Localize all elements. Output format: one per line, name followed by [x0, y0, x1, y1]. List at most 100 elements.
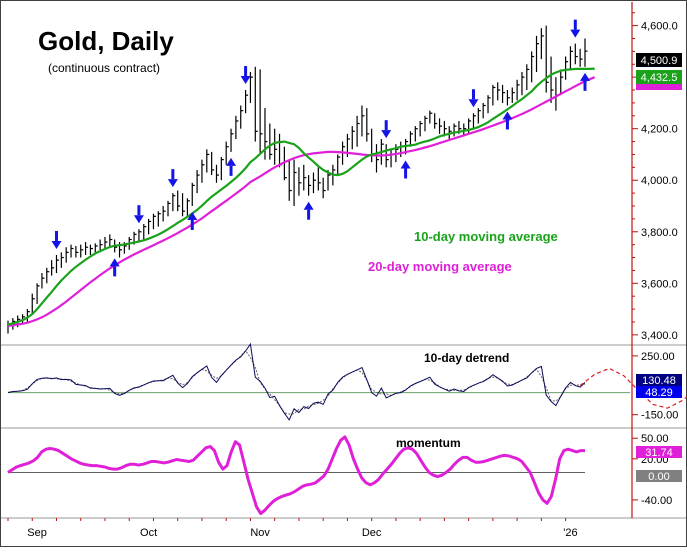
price-bar — [162, 206, 166, 222]
price-bar — [303, 164, 307, 191]
price-bar — [337, 154, 341, 176]
zero-value-tag-label: 0.00 — [648, 471, 669, 483]
price-bar — [283, 146, 287, 181]
up-arrow-head — [580, 72, 590, 81]
price-bar — [254, 66, 258, 142]
up-arrow-head — [109, 258, 120, 267]
grid-layer — [1, 344, 686, 519]
price-bar — [468, 118, 472, 134]
price-bar — [230, 128, 234, 152]
price-bar — [240, 105, 244, 129]
momentum-line — [7, 435, 585, 516]
price-bar — [201, 159, 205, 183]
price-bar — [26, 309, 30, 322]
down-arrow-head — [133, 215, 144, 224]
price-bar — [157, 211, 161, 227]
price-bar — [84, 242, 89, 255]
price-bar — [191, 182, 195, 206]
price-bar — [375, 144, 380, 173]
ma20-value-tag — [636, 84, 682, 90]
price-bar — [429, 110, 433, 124]
price-bar — [560, 69, 564, 96]
up-arrow — [303, 201, 314, 220]
momentum-title: momentum — [396, 436, 461, 450]
month-label: Nov — [250, 527, 270, 539]
down-arrow-head — [51, 240, 62, 249]
price-bar — [419, 120, 423, 137]
price-bar — [351, 126, 355, 150]
price-bar — [288, 159, 292, 201]
price-bar — [317, 167, 321, 191]
price-axis-label: 4,200.0 — [641, 124, 678, 136]
detrend-line-b — [7, 349, 586, 415]
price-bar — [453, 123, 457, 137]
price-bar — [259, 69, 263, 155]
detrend-value-tag-b-label: 48.29 — [645, 387, 673, 399]
price-bar — [249, 72, 253, 103]
momentum-axis-label: -40.00 — [641, 495, 672, 507]
momentum-axis-label: 50.00 — [641, 433, 669, 445]
up-arrow — [187, 212, 198, 230]
up-arrow — [109, 258, 120, 277]
month-label: '26 — [563, 527, 577, 539]
price-bar — [506, 90, 510, 106]
price-bar — [264, 108, 268, 160]
up-arrow-head — [226, 157, 237, 166]
detrend-axis-label: -150.00 — [641, 410, 678, 422]
price-bar — [186, 198, 190, 217]
price-bar — [579, 48, 583, 67]
down-arrow — [468, 89, 479, 108]
price-bar — [472, 113, 476, 129]
price-bar — [545, 25, 549, 93]
price-bar — [308, 175, 312, 196]
month-label: Oct — [140, 527, 157, 539]
price-bar — [225, 141, 229, 165]
price-bar — [70, 244, 74, 258]
price-bar — [366, 108, 370, 142]
price-bar — [540, 28, 544, 60]
down-arrow-head — [468, 99, 479, 108]
ma10-value-tag: 4,432.5 — [636, 70, 682, 84]
price-axis-label: 3,400.0 — [641, 330, 678, 342]
price-axis-label: 4,600.0 — [641, 21, 678, 33]
down-arrow — [133, 205, 144, 224]
price-bar — [550, 56, 554, 103]
price-bar — [244, 90, 249, 114]
up-arrow — [502, 111, 513, 130]
up-arrow — [580, 72, 590, 91]
price-bar — [172, 193, 176, 212]
up-arrow-head — [400, 160, 411, 169]
price-bar — [535, 35, 540, 72]
price-bar — [574, 43, 578, 65]
price-bar — [36, 283, 40, 304]
chart-title: Gold, Daily — [38, 26, 174, 56]
down-arrow — [570, 19, 581, 38]
down-arrow-head — [570, 29, 581, 38]
price-bar — [511, 87, 515, 103]
detrend-value-tag-a-label: 130.48 — [642, 375, 676, 387]
price-bar — [531, 51, 535, 83]
price-bar — [46, 267, 50, 284]
down-arrow-head — [167, 179, 178, 188]
price-bar — [181, 193, 186, 217]
price-bar — [322, 177, 326, 199]
price-bar — [80, 244, 84, 258]
price-bar — [409, 131, 413, 147]
ma10-value-tag-label: 4,432.5 — [641, 72, 678, 84]
price-bar — [152, 213, 156, 230]
price-bar — [584, 38, 588, 67]
down-arrow-head — [240, 76, 251, 85]
price-bar — [41, 273, 45, 289]
price-bar — [434, 113, 438, 129]
price-bar — [501, 84, 506, 103]
price-bar — [196, 169, 200, 194]
price-bar — [167, 200, 171, 217]
price-bar — [516, 79, 520, 101]
price-bar — [220, 157, 224, 181]
price-bar — [448, 126, 452, 139]
price-bar — [104, 236, 108, 250]
price-bar — [269, 123, 273, 160]
price-bar — [298, 167, 302, 196]
up-arrow — [400, 160, 411, 179]
